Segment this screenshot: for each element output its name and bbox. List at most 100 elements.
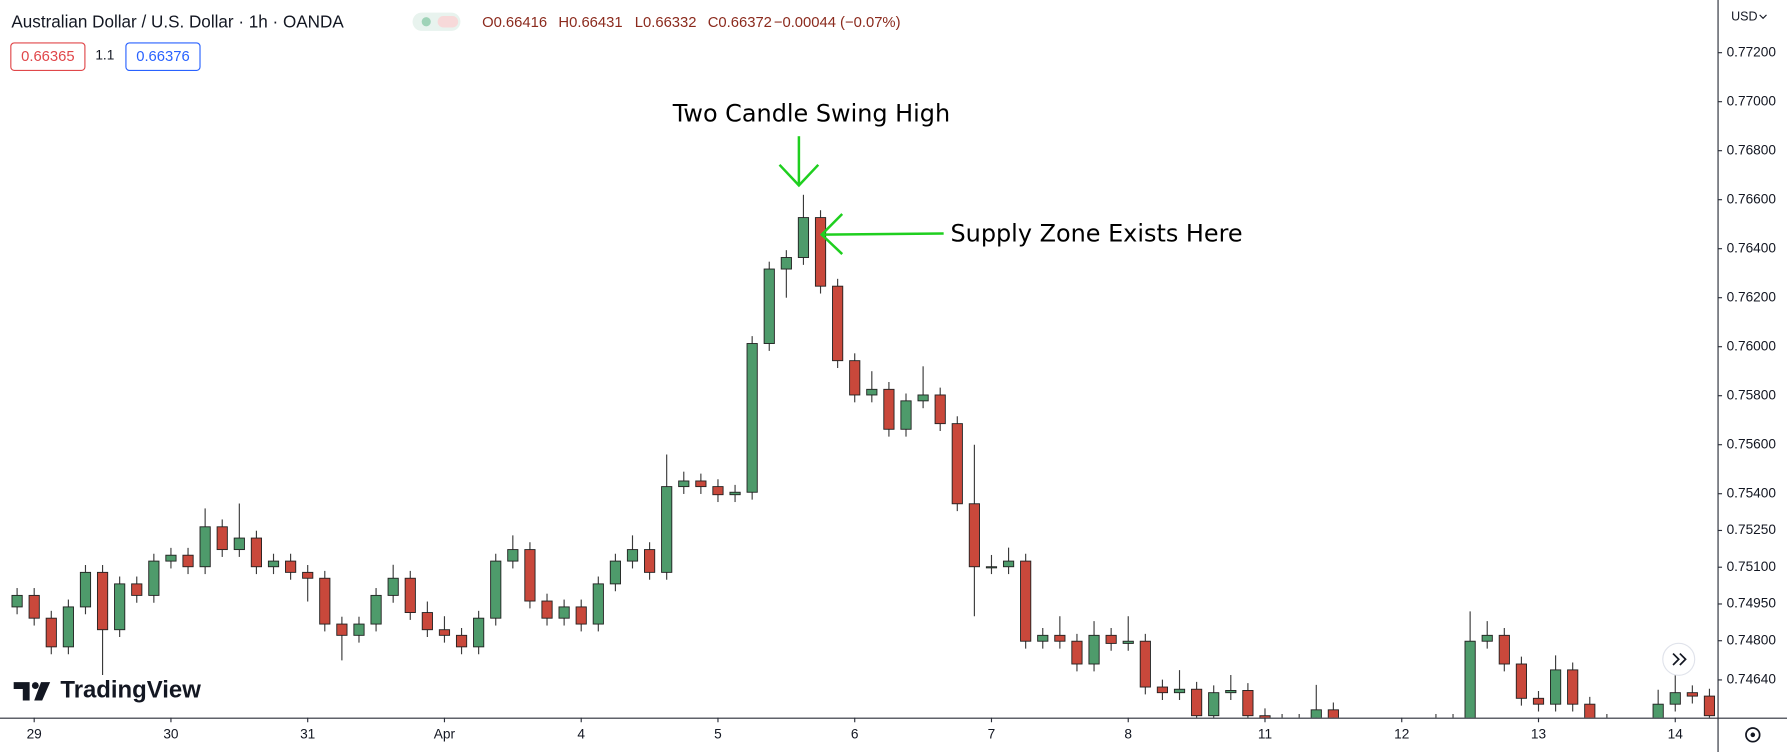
x-tick-label: 14 bbox=[1668, 726, 1684, 741]
candle-body bbox=[558, 606, 570, 619]
symbol-title: Australian Dollar / U.S. Dollar · 1h · O… bbox=[11, 11, 344, 31]
x-tick-label: 29 bbox=[27, 726, 42, 741]
candle-body bbox=[985, 566, 998, 569]
candle-body bbox=[883, 388, 895, 430]
candle-body bbox=[216, 526, 228, 551]
candle-body bbox=[1242, 690, 1254, 717]
spread: 1.1 bbox=[95, 48, 114, 63]
candle-body bbox=[900, 400, 912, 430]
status-chip bbox=[437, 16, 459, 28]
candle-body bbox=[490, 560, 502, 619]
candle-body bbox=[233, 537, 245, 551]
candle-body bbox=[1669, 692, 1681, 705]
scroll-icon bbox=[1672, 652, 1687, 666]
candle-body bbox=[148, 560, 160, 596]
arrow-left bbox=[819, 213, 944, 256]
candle-body bbox=[319, 577, 331, 625]
candle-body bbox=[1481, 634, 1493, 642]
annotation: Two Candle Swing High bbox=[672, 99, 950, 127]
y-tick-label: 0.76600 bbox=[1727, 191, 1777, 206]
candle-body bbox=[541, 600, 553, 619]
candle-body bbox=[951, 423, 963, 505]
y-tick-label: 0.75250 bbox=[1727, 522, 1777, 537]
ohlc-high: H0.66431 bbox=[558, 15, 622, 31]
x-tick-label: 8 bbox=[1124, 726, 1132, 741]
candle-body bbox=[626, 549, 639, 562]
candle-body bbox=[1225, 690, 1237, 694]
candle-body bbox=[370, 594, 382, 625]
candle-body bbox=[11, 594, 23, 608]
y-tick-label: 0.75800 bbox=[1727, 387, 1777, 402]
ohlc-change: −0.00044 (−0.07%) bbox=[774, 15, 901, 31]
candle-body bbox=[199, 526, 211, 568]
candle-body bbox=[1652, 703, 1664, 718]
x-tick-label: 5 bbox=[714, 726, 722, 741]
candle-body bbox=[79, 571, 92, 608]
candle-body bbox=[1686, 692, 1698, 697]
y-tick-label: 0.74640 bbox=[1727, 672, 1777, 687]
candle-body bbox=[1191, 688, 1203, 717]
buy-button[interactable] bbox=[125, 42, 201, 71]
y-tick-label: 0.77000 bbox=[1727, 93, 1777, 108]
y-tick-label: 0.76400 bbox=[1727, 240, 1777, 255]
candle-body bbox=[250, 537, 263, 568]
y-tick-label: 0.75600 bbox=[1727, 436, 1777, 451]
candle-body bbox=[592, 583, 604, 625]
candle-body bbox=[1122, 640, 1134, 644]
candle-body bbox=[746, 343, 758, 493]
candle-body bbox=[1208, 692, 1220, 717]
candle-body bbox=[1703, 695, 1716, 717]
settings-button[interactable] bbox=[1745, 727, 1761, 743]
currency-label[interactable]: USD bbox=[1731, 9, 1757, 23]
candle-body bbox=[1020, 560, 1032, 642]
candle-body bbox=[267, 560, 280, 568]
x-tick-label: 11 bbox=[1258, 726, 1272, 741]
y-tick-label: 0.76200 bbox=[1727, 289, 1777, 304]
x-tick-label: 6 bbox=[851, 726, 859, 741]
candle-body bbox=[695, 480, 707, 488]
currency-caret bbox=[1759, 14, 1767, 20]
candle-body bbox=[1515, 663, 1527, 699]
x-tick-label: 30 bbox=[163, 726, 179, 741]
y-tick-label: 0.75100 bbox=[1727, 559, 1777, 574]
candle-body bbox=[1567, 669, 1579, 705]
candle-body bbox=[1105, 634, 1117, 644]
candle-body bbox=[302, 571, 314, 579]
y-tick-label: 0.75400 bbox=[1727, 485, 1777, 500]
settings-dot bbox=[1750, 732, 1756, 738]
candle-body bbox=[114, 583, 126, 631]
x-tick-label: 7 bbox=[988, 726, 996, 741]
candle-body bbox=[131, 583, 143, 596]
y-tick-label: 0.77200 bbox=[1727, 44, 1777, 59]
candle-body bbox=[609, 560, 621, 585]
sell-price: 0.66365 bbox=[21, 49, 74, 65]
candle-body bbox=[968, 503, 980, 568]
candle-body bbox=[729, 491, 741, 496]
candle-body bbox=[421, 612, 433, 631]
buy-price: 0.66376 bbox=[136, 49, 189, 65]
ohlc-low: L0.66332 bbox=[635, 15, 697, 31]
candle-body bbox=[678, 480, 690, 488]
candle-body bbox=[1071, 640, 1083, 665]
arrow-down bbox=[778, 136, 820, 188]
ohlc-open: O0.66416 bbox=[482, 15, 547, 31]
candle-body bbox=[917, 394, 929, 402]
sell-button[interactable] bbox=[10, 42, 86, 71]
y-tick-label: 0.76000 bbox=[1727, 338, 1777, 353]
x-tick-label: 31 bbox=[300, 726, 315, 741]
candle-body bbox=[336, 623, 348, 636]
candle-body bbox=[524, 549, 536, 602]
y-tick-label: 0.74800 bbox=[1727, 632, 1777, 647]
candle-body bbox=[763, 268, 775, 344]
candle-body bbox=[1310, 709, 1322, 718]
candle-body bbox=[387, 577, 399, 596]
candle-body bbox=[1550, 669, 1562, 705]
candle-body bbox=[507, 549, 519, 562]
logo-text: TradingView bbox=[60, 677, 201, 704]
x-tick-label: 13 bbox=[1531, 726, 1547, 741]
candle-body bbox=[96, 571, 109, 631]
candle-body bbox=[1584, 703, 1596, 718]
